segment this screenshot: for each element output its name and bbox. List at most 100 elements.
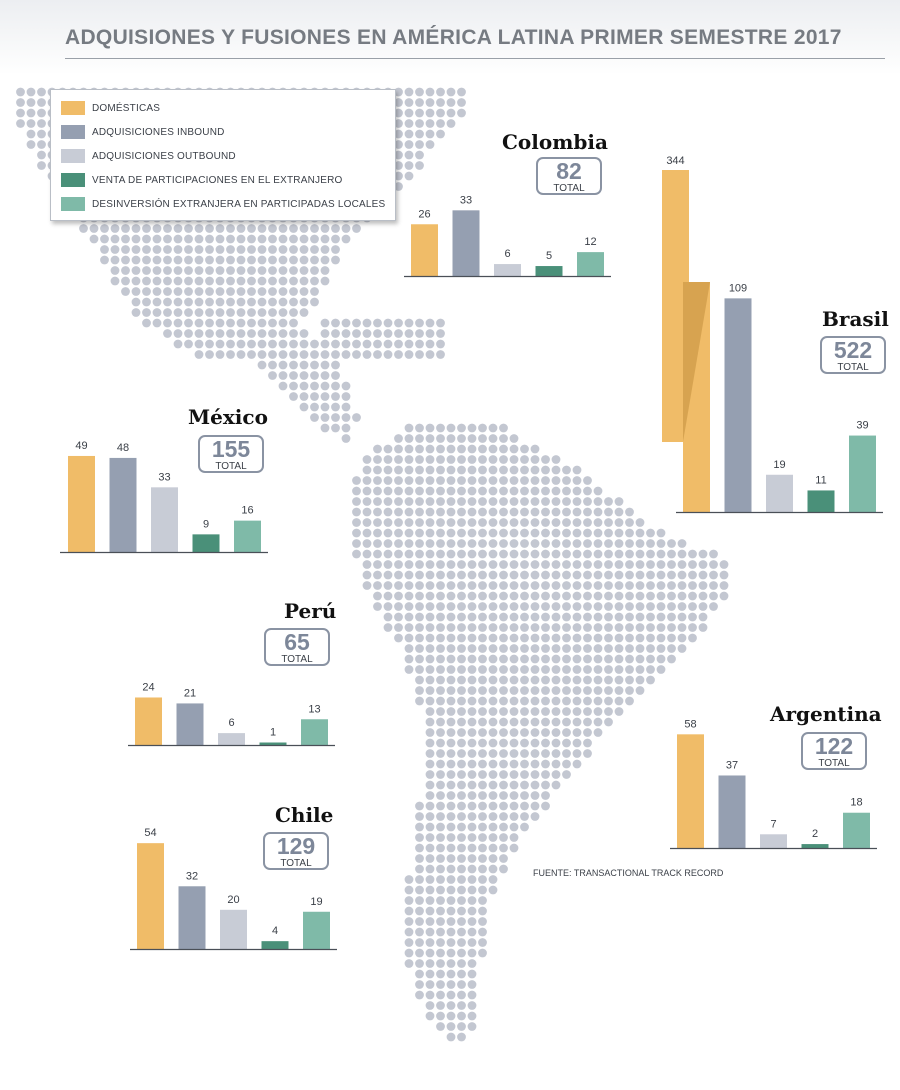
map-dot (415, 948, 424, 958)
map-dot (394, 528, 403, 538)
map-dot (436, 707, 445, 716)
map-dot (478, 738, 487, 748)
map-dot (110, 255, 120, 265)
map-dot (509, 759, 519, 769)
bar (178, 886, 206, 949)
map-dot (362, 465, 372, 475)
map-dot (268, 297, 277, 307)
map-dot (436, 623, 445, 632)
map-dot (530, 738, 540, 748)
map-dot (278, 329, 288, 338)
map-dot (520, 518, 529, 527)
map-dot (499, 749, 508, 758)
map-dot (499, 759, 508, 769)
map-dot (509, 476, 519, 485)
map-dot (257, 339, 267, 349)
map-dot (205, 255, 214, 265)
map-dot (604, 539, 613, 548)
map-dot (415, 539, 424, 548)
map-dot (541, 801, 550, 811)
map-dot (415, 654, 424, 664)
map-dot (26, 119, 36, 128)
map-dot (583, 497, 592, 506)
map-dot (562, 633, 571, 643)
map-dot (656, 570, 666, 580)
map-dot (467, 602, 477, 611)
map-dot (394, 87, 403, 97)
map-dot (509, 833, 519, 842)
bar-value-label: 6 (504, 248, 510, 260)
map-dot (446, 822, 456, 832)
map-dot (488, 885, 498, 895)
map-dot (499, 822, 508, 832)
map-dot (499, 581, 508, 590)
map-dot (394, 455, 403, 464)
map-dot (551, 623, 561, 632)
map-dot (436, 549, 445, 559)
map-dot (488, 528, 498, 538)
map-dot (425, 843, 435, 853)
map-dot (583, 633, 592, 643)
map-dot (625, 591, 634, 601)
map-dot (656, 623, 666, 632)
map-dot (425, 812, 435, 821)
map-dot (520, 780, 529, 790)
map-dot (562, 465, 571, 475)
map-dot (446, 875, 456, 884)
map-dot (530, 476, 540, 485)
map-dot (394, 129, 403, 139)
map-dot (320, 350, 330, 359)
map-dot (173, 297, 183, 307)
map-dot (572, 570, 582, 580)
map-dot (635, 560, 645, 569)
map-dot (572, 497, 582, 506)
map-dot (625, 696, 634, 706)
map-dot (509, 717, 519, 727)
map-dot (688, 560, 697, 569)
map-dot (268, 318, 277, 328)
map-dot (646, 591, 655, 601)
map-dot (551, 560, 561, 569)
map-dot (415, 696, 424, 706)
map-dot (446, 854, 456, 863)
map-dot (457, 759, 466, 769)
bar-value-label: 24 (142, 681, 154, 693)
map-dot (446, 969, 456, 979)
map-dot (131, 224, 141, 233)
map-dot (467, 927, 477, 937)
map-dot (446, 1022, 456, 1031)
map-dot (467, 948, 477, 958)
map-dot (646, 665, 655, 674)
map-dot (520, 728, 529, 737)
map-dot (257, 234, 267, 244)
legend-item-venta: VENTA DE PARTICIPACIONES EN EL EXTRANJER… (61, 172, 342, 188)
map-dot (394, 612, 403, 622)
map-dot (226, 266, 235, 275)
map-dot (509, 822, 519, 832)
map-dot (656, 665, 666, 674)
map-dot (152, 287, 162, 296)
map-dot (331, 329, 340, 338)
map-dot (457, 444, 466, 454)
map-dot (362, 507, 372, 517)
map-dot (551, 612, 561, 622)
map-dot (383, 455, 393, 464)
map-dot (509, 444, 519, 454)
map-dot (320, 371, 330, 380)
map-dot (709, 549, 718, 559)
map-dot (226, 329, 235, 338)
map-dot (404, 938, 414, 947)
map-dot (488, 696, 498, 706)
map-dot (698, 612, 708, 622)
map-dot (310, 402, 319, 412)
map-dot (16, 119, 25, 128)
map-dot (37, 161, 46, 170)
map-dot (562, 581, 571, 590)
map-dot (520, 455, 529, 464)
map-dot (488, 686, 498, 695)
map-dot (278, 287, 288, 296)
map-dot (446, 738, 456, 748)
map-dot (520, 759, 529, 769)
map-dot (299, 276, 309, 286)
map-dot (446, 518, 456, 527)
